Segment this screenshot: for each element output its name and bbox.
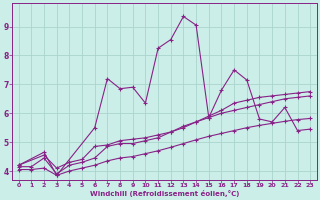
X-axis label: Windchill (Refroidissement éolien,°C): Windchill (Refroidissement éolien,°C) bbox=[90, 190, 239, 197]
